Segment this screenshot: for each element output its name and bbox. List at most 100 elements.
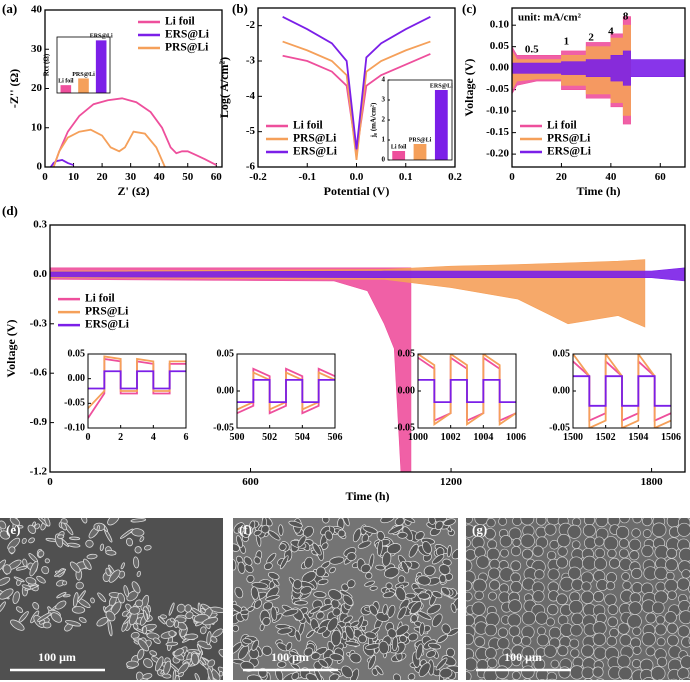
sem-feature <box>536 626 546 636</box>
sem-feature <box>486 547 500 561</box>
sem-feature <box>315 566 326 578</box>
sem-feature <box>342 594 354 606</box>
y-tick-label: -0.15 <box>486 126 509 138</box>
sem-feature <box>261 645 273 656</box>
inset-area <box>418 354 516 426</box>
sem-feature <box>604 593 617 606</box>
sem-feature <box>570 624 583 637</box>
y-tick-label: 10 <box>31 121 43 133</box>
sem-feature <box>500 548 509 558</box>
sem-feature <box>655 615 666 625</box>
sem-feature <box>218 648 223 659</box>
sem-feature <box>507 613 522 627</box>
sem-feature <box>191 652 199 666</box>
sem-feature <box>0 601 6 613</box>
sem-feature <box>262 616 271 626</box>
sem-feature <box>143 658 153 669</box>
sem-feature <box>194 672 201 680</box>
sem-feature <box>523 678 532 680</box>
sem-feature <box>32 602 40 610</box>
sem-feature <box>317 626 328 634</box>
sem-feature <box>170 617 175 623</box>
sem-feature <box>0 520 7 530</box>
sem-feature <box>233 559 237 571</box>
sem-feature <box>168 602 175 616</box>
plot-frame <box>44 9 223 168</box>
y-tick-label: 4 <box>382 76 386 84</box>
sem-feature <box>499 535 513 548</box>
scale-bar-label: 100 μm <box>504 650 542 664</box>
sem-feature <box>18 611 29 623</box>
y-tick-label: -5 <box>246 125 256 137</box>
sem-feature <box>78 616 87 624</box>
sem-feature <box>548 626 562 640</box>
data-line <box>52 128 166 167</box>
sem-feature <box>397 606 407 620</box>
plot-frame <box>87 353 187 429</box>
sem-feature <box>85 539 94 548</box>
sem-feature <box>522 548 533 560</box>
x-tick-label: 0.1 <box>399 171 413 183</box>
sem-feature <box>360 563 371 574</box>
sem-feature <box>567 524 582 539</box>
image-label: (e) <box>6 522 20 537</box>
sem-feature <box>520 518 535 526</box>
sem-feature <box>233 543 240 552</box>
y-tick-label: 0.00 <box>217 385 235 396</box>
plot-area <box>50 259 685 472</box>
sem-feature <box>596 678 605 680</box>
sem-feature <box>615 525 630 540</box>
legend-label: Li foil <box>547 120 577 132</box>
sem-feature <box>548 678 556 680</box>
sem-feature <box>364 580 375 587</box>
sem-feature <box>450 603 457 613</box>
panel-label: (c) <box>462 1 476 16</box>
bar <box>78 78 89 93</box>
current-density-label: 2 <box>588 32 594 44</box>
sem-feature <box>607 548 617 559</box>
data-line <box>282 40 431 161</box>
sem-feature <box>157 616 166 625</box>
sem-feature <box>645 646 656 657</box>
sem-feature <box>681 569 690 579</box>
sem-feature <box>609 627 619 638</box>
x-tick-label: 50 <box>182 171 194 183</box>
sem-feature <box>365 572 373 580</box>
sem-feature <box>434 520 444 531</box>
sem-feature <box>282 608 299 617</box>
sem-feature <box>521 665 535 679</box>
sem-feature <box>240 609 250 616</box>
sem-feature <box>294 600 308 606</box>
sem-feature <box>56 591 67 599</box>
y-tick-label: 0.05 <box>490 40 510 52</box>
image-label: (f) <box>239 522 252 537</box>
sem-feature <box>539 679 546 680</box>
sem-feature <box>681 677 690 680</box>
y-tick-label: 40 <box>31 4 43 16</box>
sem-feature <box>210 606 223 613</box>
x-tick-label: 500 <box>230 432 245 443</box>
legend-label: ERS@Li <box>85 319 130 331</box>
sem-feature <box>309 606 322 614</box>
sem-feature <box>117 592 126 604</box>
plot-area <box>49 97 217 167</box>
sem-feature <box>86 553 98 560</box>
inset-area <box>237 367 335 415</box>
sem-feature <box>466 518 473 524</box>
legend-label: ERS@Li <box>547 146 592 158</box>
sem-feature <box>105 567 111 577</box>
sem-feature <box>606 572 618 584</box>
sem-feature <box>547 568 560 581</box>
sem-feature <box>512 635 522 646</box>
sem-feature <box>667 590 677 600</box>
sem-feature <box>21 537 27 544</box>
sem-feature <box>248 648 260 660</box>
legend-label: ERS@Li <box>165 29 210 41</box>
sem-feature <box>594 547 606 559</box>
x-tick-label: 10 <box>68 171 80 183</box>
sem-feature <box>312 542 322 556</box>
sem-feature <box>651 601 665 615</box>
sem-feature <box>253 599 263 609</box>
x-tick-label: 1502 <box>596 432 616 443</box>
sem-feature <box>329 673 340 680</box>
